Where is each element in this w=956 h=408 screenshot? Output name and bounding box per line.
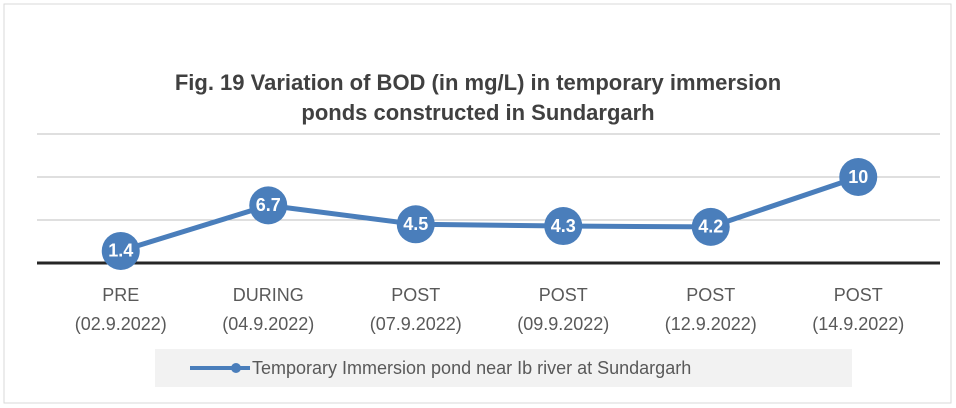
x-tick-label: (12.9.2022) <box>665 314 757 334</box>
x-tick-label: POST <box>539 285 588 305</box>
chart-title: ponds constructed in Sundargarh <box>301 100 654 125</box>
series-line <box>120 174 860 254</box>
legend-label: Temporary Immersion pond near Ib river a… <box>252 358 691 378</box>
x-tick-label: (09.9.2022) <box>517 314 609 334</box>
data-label: 10 <box>848 167 868 187</box>
data-label: 4.5 <box>403 214 428 234</box>
x-tick-label: POST <box>834 285 883 305</box>
x-tick-label: (04.9.2022) <box>222 314 314 334</box>
data-label: 4.2 <box>698 217 723 237</box>
data-label: 6.7 <box>256 195 281 215</box>
marker <box>839 158 878 196</box>
x-tick-label: PRE <box>102 285 139 305</box>
x-tick-label: (14.9.2022) <box>812 314 904 334</box>
data-label: 4.3 <box>551 216 576 236</box>
x-tick-label: POST <box>686 285 735 305</box>
x-tick-label: POST <box>391 285 440 305</box>
chart-frame <box>3 3 952 404</box>
marker <box>396 205 435 244</box>
legend-box <box>155 349 852 387</box>
marker <box>691 207 730 246</box>
x-tick-label: DURING <box>233 285 304 305</box>
x-tick-label: (07.9.2022) <box>370 314 462 334</box>
marker <box>544 207 583 246</box>
data-label: 1.4 <box>108 241 133 261</box>
x-tick-label: (02.9.2022) <box>75 314 167 334</box>
legend-marker <box>231 363 241 373</box>
marker <box>101 231 140 270</box>
chart-title: Fig. 19 Variation of BOD (in mg/L) in te… <box>175 70 781 95</box>
marker <box>249 186 288 225</box>
